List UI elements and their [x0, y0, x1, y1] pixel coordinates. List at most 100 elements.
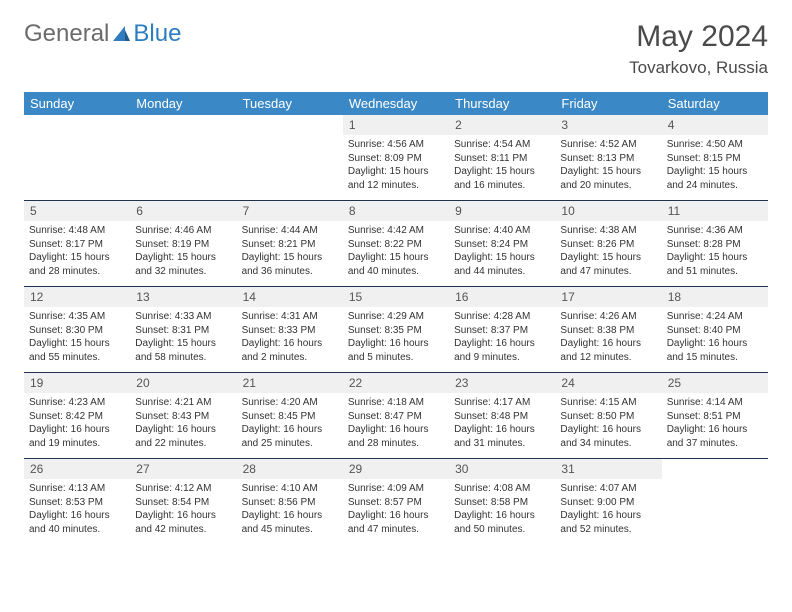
- day-sunset: Sunset: 8:48 PM: [454, 410, 550, 424]
- calendar-day-cell: 25Sunrise: 4:14 AMSunset: 8:51 PMDayligh…: [662, 373, 768, 458]
- day-sunset: Sunset: 8:35 PM: [348, 324, 444, 338]
- day-number: 20: [130, 373, 236, 393]
- day-daylight: Daylight: 16 hours and 28 minutes.: [348, 423, 444, 450]
- day-daylight: Daylight: 16 hours and 52 minutes.: [560, 509, 656, 536]
- day-sunrise: Sunrise: 4:28 AM: [454, 310, 550, 324]
- calendar-day-cell: 30Sunrise: 4:08 AMSunset: 8:58 PMDayligh…: [449, 459, 555, 544]
- day-content: Sunrise: 4:07 AMSunset: 9:00 PMDaylight:…: [555, 479, 661, 539]
- day-number: 15: [343, 287, 449, 307]
- calendar-day-cell: [130, 115, 236, 200]
- day-content: Sunrise: 4:29 AMSunset: 8:35 PMDaylight:…: [343, 307, 449, 367]
- day-daylight: Daylight: 16 hours and 40 minutes.: [29, 509, 125, 536]
- day-sunrise: Sunrise: 4:54 AM: [454, 138, 550, 152]
- day-number: 17: [555, 287, 661, 307]
- day-sunset: Sunset: 8:22 PM: [348, 238, 444, 252]
- day-sunrise: Sunrise: 4:13 AM: [29, 482, 125, 496]
- dow-header-cell: Monday: [130, 92, 236, 115]
- day-content: Sunrise: 4:54 AMSunset: 8:11 PMDaylight:…: [449, 135, 555, 195]
- calendar-day-cell: 2Sunrise: 4:54 AMSunset: 8:11 PMDaylight…: [449, 115, 555, 200]
- day-sunrise: Sunrise: 4:36 AM: [667, 224, 763, 238]
- day-content: Sunrise: 4:52 AMSunset: 8:13 PMDaylight:…: [555, 135, 661, 195]
- day-number: 27: [130, 459, 236, 479]
- day-number: 23: [449, 373, 555, 393]
- day-sunset: Sunset: 8:53 PM: [29, 496, 125, 510]
- calendar-day-cell: 14Sunrise: 4:31 AMSunset: 8:33 PMDayligh…: [237, 287, 343, 372]
- day-number: 26: [24, 459, 130, 479]
- day-content: Sunrise: 4:21 AMSunset: 8:43 PMDaylight:…: [130, 393, 236, 453]
- calendar-day-cell: 7Sunrise: 4:44 AMSunset: 8:21 PMDaylight…: [237, 201, 343, 286]
- day-daylight: Daylight: 15 hours and 55 minutes.: [29, 337, 125, 364]
- day-sunset: Sunset: 9:00 PM: [560, 496, 656, 510]
- day-content: Sunrise: 4:14 AMSunset: 8:51 PMDaylight:…: [662, 393, 768, 453]
- calendar-day-cell: [662, 459, 768, 544]
- day-content: Sunrise: 4:44 AMSunset: 8:21 PMDaylight:…: [237, 221, 343, 281]
- day-daylight: Daylight: 15 hours and 20 minutes.: [560, 165, 656, 192]
- day-daylight: Daylight: 15 hours and 40 minutes.: [348, 251, 444, 278]
- day-sunset: Sunset: 8:15 PM: [667, 152, 763, 166]
- day-sunrise: Sunrise: 4:31 AM: [242, 310, 338, 324]
- day-number: 30: [449, 459, 555, 479]
- day-content: Sunrise: 4:20 AMSunset: 8:45 PMDaylight:…: [237, 393, 343, 453]
- day-sunset: Sunset: 8:17 PM: [29, 238, 125, 252]
- day-content: Sunrise: 4:28 AMSunset: 8:37 PMDaylight:…: [449, 307, 555, 367]
- dow-header-cell: Tuesday: [237, 92, 343, 115]
- day-daylight: Daylight: 15 hours and 51 minutes.: [667, 251, 763, 278]
- day-content: Sunrise: 4:56 AMSunset: 8:09 PMDaylight:…: [343, 135, 449, 195]
- day-number: 2: [449, 115, 555, 135]
- day-number: 24: [555, 373, 661, 393]
- calendar-day-cell: 26 Sunrise: 4:13 AMSunset: 8:53 PMDayligh…: [24, 459, 130, 544]
- day-sunrise: Sunrise: 4:17 AM: [454, 396, 550, 410]
- calendar-day-cell: 3Sunrise: 4:52 AMSunset: 8:13 PMDaylight…: [555, 115, 661, 200]
- day-content: Sunrise: 4:26 AMSunset: 8:38 PMDaylight:…: [555, 307, 661, 367]
- day-sunset: Sunset: 8:28 PM: [667, 238, 763, 252]
- day-sunset: Sunset: 8:38 PM: [560, 324, 656, 338]
- day-daylight: Daylight: 16 hours and 12 minutes.: [560, 337, 656, 364]
- calendar-day-cell: [24, 115, 130, 200]
- day-daylight: Daylight: 16 hours and 42 minutes.: [135, 509, 231, 536]
- day-sunrise: Sunrise: 4:35 AM: [29, 310, 125, 324]
- day-sunset: Sunset: 8:11 PM: [454, 152, 550, 166]
- day-number: 8: [343, 201, 449, 221]
- page-header: General Blue May 2024 Tovarkovo, Russia: [24, 20, 768, 78]
- day-number: 19: [24, 373, 130, 393]
- day-sunrise: Sunrise: 4:26 AM: [560, 310, 656, 324]
- day-content: Sunrise: 4:46 AMSunset: 8:19 PMDaylight:…: [130, 221, 236, 281]
- day-content: Sunrise: 4:08 AMSunset: 8:58 PMDaylight:…: [449, 479, 555, 539]
- day-content: Sunrise: 4:33 AMSunset: 8:31 PMDaylight:…: [130, 307, 236, 367]
- day-number: 18: [662, 287, 768, 307]
- day-sunrise: Sunrise: 4:33 AM: [135, 310, 231, 324]
- day-sunset: Sunset: 8:24 PM: [454, 238, 550, 252]
- day-daylight: Daylight: 16 hours and 22 minutes.: [135, 423, 231, 450]
- day-sunset: Sunset: 8:45 PM: [242, 410, 338, 424]
- day-sunrise: Sunrise: 4:09 AM: [348, 482, 444, 496]
- day-content: Sunrise: 4:35 AMSunset: 8:30 PMDaylight:…: [24, 307, 130, 367]
- calendar-day-cell: 24 Sunrise: 4:15 AMSunset: 8:50 PMDayligh…: [555, 373, 661, 458]
- day-sunset: Sunset: 8:51 PM: [667, 410, 763, 424]
- day-number: 29: [343, 459, 449, 479]
- day-daylight: Daylight: 16 hours and 34 minutes.: [560, 423, 656, 450]
- day-number: 28: [237, 459, 343, 479]
- day-sunrise: Sunrise: 4:20 AM: [242, 396, 338, 410]
- day-sunset: Sunset: 8:19 PM: [135, 238, 231, 252]
- day-sunset: Sunset: 8:33 PM: [242, 324, 338, 338]
- calendar-day-cell: 19Sunrise: 4:23 AMSunset: 8:42 PMDayligh…: [24, 373, 130, 458]
- dow-header-cell: Saturday: [662, 92, 768, 115]
- day-sunrise: Sunrise: 4:15 AM: [560, 396, 656, 410]
- day-content: Sunrise: 4:40 AMSunset: 8:24 PMDaylight:…: [449, 221, 555, 281]
- calendar-week: 1Sunrise: 4:56 AMSunset: 8:09 PMDaylight…: [24, 115, 768, 201]
- day-sunset: Sunset: 8:50 PM: [560, 410, 656, 424]
- day-daylight: Daylight: 16 hours and 31 minutes.: [454, 423, 550, 450]
- day-content: Sunrise: 4:18 AMSunset: 8:47 PMDaylight:…: [343, 393, 449, 453]
- day-sunrise: Sunrise: 4:10 AM: [242, 482, 338, 496]
- calendar: SundayMondayTuesdayWednesdayThursdayFrid…: [24, 92, 768, 544]
- day-daylight: Daylight: 15 hours and 16 minutes.: [454, 165, 550, 192]
- month-title: May 2024: [629, 20, 768, 54]
- day-content: Sunrise: 4:50 AMSunset: 8:15 PMDaylight:…: [662, 135, 768, 195]
- day-content: Sunrise: 4:48 AMSunset: 8:17 PMDaylight:…: [24, 221, 130, 281]
- calendar-day-cell: 4Sunrise: 4:50 AMSunset: 8:15 PMDaylight…: [662, 115, 768, 200]
- day-daylight: Daylight: 16 hours and 9 minutes.: [454, 337, 550, 364]
- day-content: Sunrise: 4:23 AMSunset: 8:42 PMDaylight:…: [24, 393, 130, 453]
- day-sunset: Sunset: 8:58 PM: [454, 496, 550, 510]
- calendar-day-cell: 29Sunrise: 4:09 AMSunset: 8:57 PMDayligh…: [343, 459, 449, 544]
- day-sunset: Sunset: 8:26 PM: [560, 238, 656, 252]
